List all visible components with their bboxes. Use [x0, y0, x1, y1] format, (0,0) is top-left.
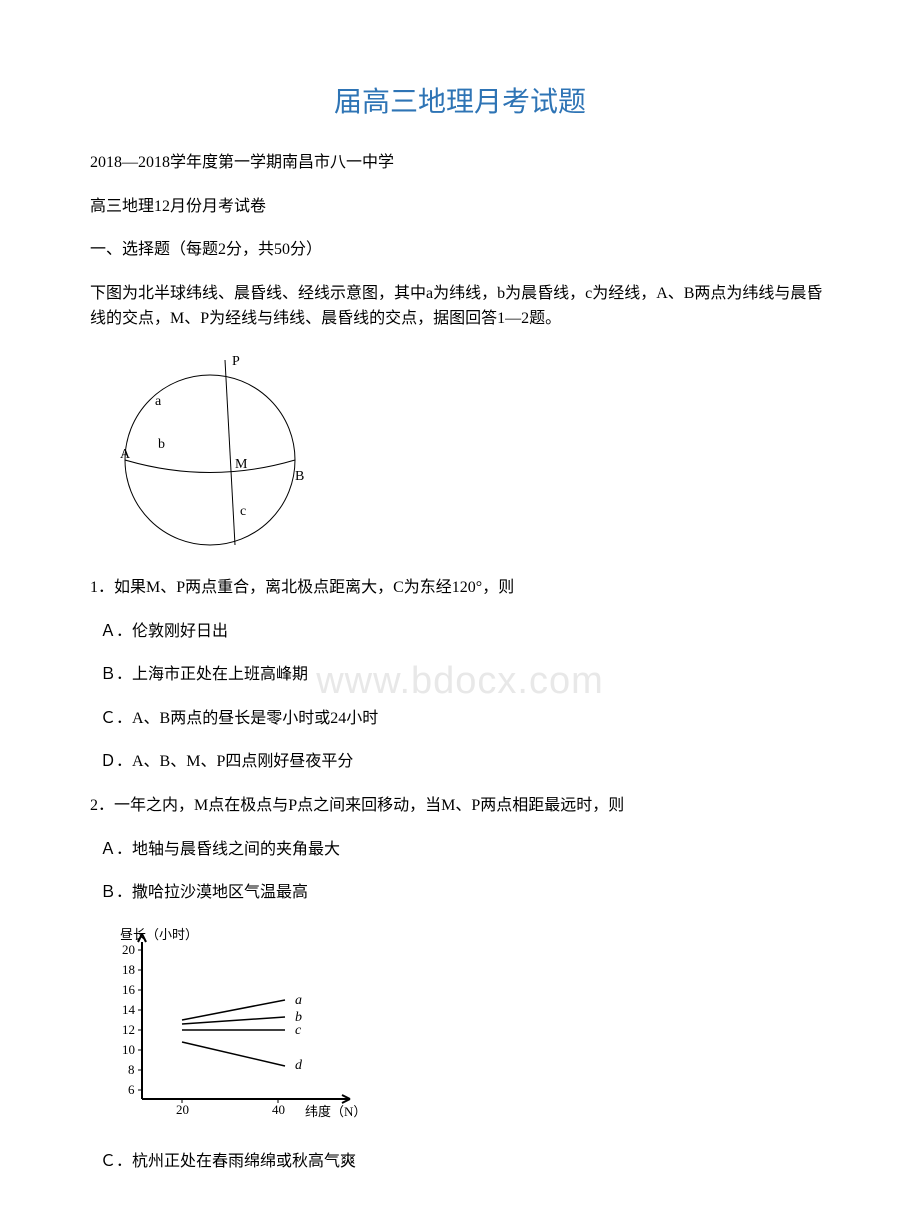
q1-option-a: Ａ．伦敦刚好日出 — [100, 619, 830, 645]
line-a — [182, 1000, 285, 1020]
question-1: 1．如果M、P两点重合，离北极点距离大，C为东经120°，则 — [90, 575, 830, 601]
q2-option-b: Ｂ．撒哈拉沙漠地区气温最高 — [100, 880, 830, 906]
label-b: b — [158, 437, 165, 452]
line-b — [182, 1017, 285, 1024]
line-d-label: d — [295, 1058, 303, 1073]
section-heading: 一、选择题（每题2分，共50分） — [90, 237, 830, 263]
ytick-12: 12 — [122, 1022, 135, 1037]
ytick-14: 14 — [122, 1002, 136, 1017]
xtick-20: 20 — [176, 1102, 189, 1117]
ytick-20: 20 — [122, 942, 135, 957]
y-axis-label: 昼长（小时） — [120, 927, 198, 942]
intro-text: 下图为北半球纬线、晨昏线、经线示意图，其中a为纬线，b为晨昏线，c为经线，A、B… — [90, 281, 830, 332]
q2-option-c: Ｃ．杭州正处在春雨绵绵或秋高气爽 — [100, 1149, 830, 1175]
line-c-label: c — [295, 1023, 302, 1038]
line-c — [225, 360, 235, 545]
ytick-18: 18 — [122, 962, 135, 977]
chart-daylength: 昼长（小时） 20 18 16 14 12 10 8 6 20 40 纬度（N）… — [90, 924, 830, 1129]
label-c: c — [240, 504, 246, 519]
q1-option-c: Ｃ．A、B两点的昼长是零小时或24小时 — [100, 706, 830, 732]
q1-option-d: Ｄ．A、B、M、P四点刚好昼夜平分 — [100, 749, 830, 775]
xtick-40: 40 — [272, 1102, 285, 1117]
ytick-10: 10 — [122, 1042, 135, 1057]
line-d — [182, 1042, 285, 1066]
q1-option-b: Ｂ．上海市正处在上班高峰期 — [100, 662, 830, 688]
line-b-curve — [125, 460, 295, 473]
line-a-label: a — [295, 993, 302, 1008]
label-B: B — [295, 469, 304, 484]
q2-option-a: Ａ．地轴与晨昏线之间的夹角最大 — [100, 837, 830, 863]
subtitle-line-1: 2018—2018学年度第一学期南昌市八一中学 — [90, 150, 830, 176]
diagram-1: P a b A M B c — [90, 350, 830, 555]
page-title: 届高三地理月考试题 — [90, 80, 830, 120]
label-A: A — [120, 447, 131, 462]
outer-circle — [125, 375, 295, 545]
subtitle-line-2: 高三地理12月份月考试卷 — [90, 194, 830, 220]
ytick-8: 8 — [128, 1062, 135, 1077]
label-a: a — [155, 394, 162, 409]
ytick-16: 16 — [122, 982, 136, 997]
label-P: P — [232, 354, 240, 369]
x-axis-label: 纬度（N） — [305, 1104, 366, 1119]
question-2: 2．一年之内，M点在极点与P点之间来回移动，当M、P两点相距最远时，则 — [90, 793, 830, 819]
ytick-6: 6 — [128, 1082, 135, 1097]
circle-diagram-svg: P a b A M B c — [90, 350, 350, 550]
label-M: M — [235, 457, 248, 472]
line-chart-svg: 昼长（小时） 20 18 16 14 12 10 8 6 20 40 纬度（N）… — [90, 924, 380, 1124]
